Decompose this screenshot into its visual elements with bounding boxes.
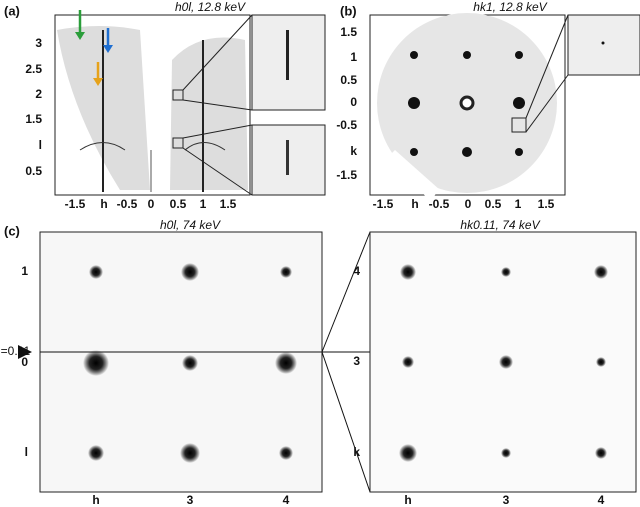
x-tick-label: 1 (515, 197, 522, 211)
x-tick-label: h (411, 197, 418, 211)
panel-label: (b) (340, 3, 357, 18)
x-tick-label: 0.5 (170, 197, 187, 211)
y-tick-label: 1 (350, 50, 357, 64)
panel-a-image (54, 10, 326, 196)
y-tick-label: -0.5 (336, 118, 357, 132)
panel-title: h0l, 74 keV (160, 218, 221, 232)
panel-b-image (369, 13, 640, 200)
y-tick-label: 0.5 (25, 164, 42, 178)
y-tick-label: 3 (353, 354, 360, 368)
y-tick-label: 0 (350, 95, 357, 109)
x-tick-label: 1 (200, 197, 207, 211)
y-tick-label: k (353, 445, 360, 459)
panel-label: (c) (4, 223, 20, 238)
panel-label: (a) (4, 3, 20, 18)
x-tick-label: 3 (503, 493, 510, 507)
x-tick-label: 0.5 (485, 197, 502, 211)
y-tick-label: 1 (21, 264, 28, 278)
x-tick-label: h (404, 493, 411, 507)
y-tick-label: -1.5 (336, 168, 357, 182)
x-tick-label: 4 (598, 493, 605, 507)
x-tick-label: 0 (465, 197, 472, 211)
x-tick-label: 4 (283, 493, 290, 507)
panel-title: h0l, 12.8 keV (175, 0, 246, 14)
x-tick-label: h (92, 493, 99, 507)
cut-marker: l=0.11 (0, 344, 30, 358)
y-tick-label: l (39, 138, 42, 152)
panel-c-image (18, 231, 637, 493)
y-tick-label: 4 (353, 264, 360, 278)
y-tick-label: 0.5 (340, 73, 357, 87)
x-tick-label: -0.5 (117, 197, 138, 211)
x-tick-label: -1.5 (65, 197, 86, 211)
x-tick-label: -0.5 (429, 197, 450, 211)
panel-title: hk0.11, 74 keV (460, 218, 540, 232)
y-tick-label: 2 (35, 87, 42, 101)
y-tick-label: 1.5 (340, 25, 357, 39)
x-tick-label: 3 (187, 493, 194, 507)
x-tick-label: h (100, 197, 107, 211)
y-tick-label: l (25, 445, 28, 459)
x-tick-label: 1.5 (220, 197, 237, 211)
x-tick-label: 0 (148, 197, 155, 211)
x-tick-label: 1.5 (538, 197, 555, 211)
x-tick-label: -1.5 (373, 197, 394, 211)
y-tick-label: k (350, 144, 357, 158)
y-tick-label: 0 (21, 355, 28, 369)
y-tick-label: 3 (35, 36, 42, 50)
y-tick-label: 1.5 (25, 112, 42, 126)
panel-title: hk1, 12.8 keV (473, 0, 547, 14)
y-tick-label: 2.5 (25, 62, 42, 76)
